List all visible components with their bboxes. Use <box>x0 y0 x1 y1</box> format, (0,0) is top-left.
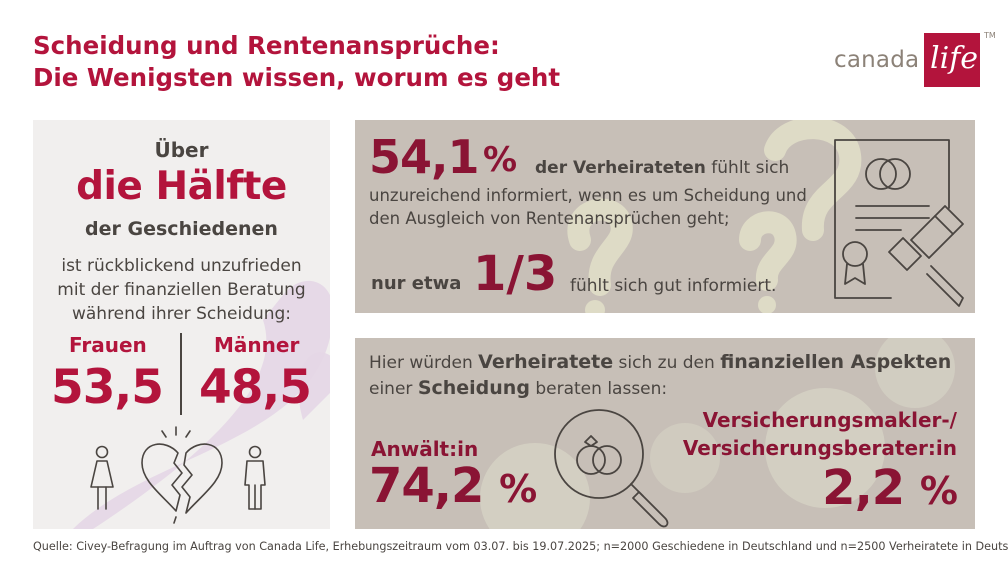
broker-value: 2,2 % <box>822 460 958 516</box>
informed-description: unzureichend informiert, wenn es um Sche… <box>369 184 807 230</box>
informed-line-1: unzureichend informiert, wenn es um Sche… <box>369 186 807 205</box>
lawyer-number: 74,2 <box>369 458 484 514</box>
broker-number: 2,2 <box>822 460 905 516</box>
men-value: 48,5 <box>199 360 312 415</box>
desc-line-1: ist rückblickend unzufrieden <box>61 256 302 276</box>
canada-life-logo: canada life TM <box>834 31 999 89</box>
intro-bold-1: Verheiratete <box>478 351 614 373</box>
broker-label-2: Versicherungsberater:in <box>682 436 957 460</box>
intro-line-2: einer Scheidung beraten lassen: <box>369 376 951 402</box>
informed-line-2: den Ausgleich von Rentenansprüchen geht; <box>369 209 730 228</box>
fraction-text: fühlt sich gut informiert. <box>570 276 777 296</box>
informed-panel: 54,1 % der Verheirateten fühlt sich unzu… <box>355 120 975 313</box>
men-label: Männer <box>214 333 300 357</box>
intro-text-4: beraten lassen: <box>529 379 668 399</box>
intro-text-1: Hier würden <box>369 353 479 373</box>
divorced-panel: Über die Hälfte der Geschiedenen ist rüc… <box>33 120 330 529</box>
logo-box <box>924 33 980 87</box>
desc-line-3: während ihrer Scheidung: <box>71 304 292 324</box>
desc-line-2: mit der finanziellen Beratung <box>57 280 306 300</box>
source-footnote: Quelle: Civey-Befragung im Auftrag von C… <box>33 540 1008 553</box>
circles-background <box>480 338 955 529</box>
women-label: Frauen <box>69 333 147 357</box>
fuehlt-sich-text: fühlt sich <box>705 158 790 178</box>
title-line-2: Die Wenigsten wissen, worum es geht <box>33 63 561 92</box>
intro-bold-2: finanziellen Aspekten <box>720 351 952 373</box>
informed-value: 54,1 <box>369 130 479 184</box>
heart-background-shape <box>73 280 330 529</box>
lawyer-value: 74,2 % <box>369 458 537 514</box>
lawyer-label: Anwält:in <box>371 437 479 461</box>
intro-line-1: Hier würden Verheiratete sich zu den fin… <box>369 350 951 376</box>
gender-divider <box>180 333 182 415</box>
fraction-value: 1/3 <box>473 246 558 302</box>
certificate-gavel-icon <box>834 139 964 307</box>
magnifier-rings-icon <box>554 409 669 528</box>
ueber-label: Über <box>154 138 209 162</box>
logo-life: life <box>930 41 979 76</box>
intro-text-3: einer <box>369 379 418 399</box>
informed-percent: % <box>483 140 518 180</box>
nur-etwa-label: nur etwa <box>371 273 462 294</box>
geschiedenen-label: der Geschiedenen <box>85 218 278 240</box>
woman-icon <box>90 445 114 510</box>
haelfte-headline: die Hälfte <box>76 164 287 209</box>
man-icon <box>244 445 266 510</box>
informed-headline: der Verheirateten fühlt sich <box>535 158 789 178</box>
broker-label: Versicherungsmakler-/ Versicherungsberat… <box>683 406 957 462</box>
logo-word: canada <box>834 47 920 73</box>
divorced-description: ist rückblickend unzufrieden mit der fin… <box>33 254 330 326</box>
page-title: Scheidung und Rentenansprüche: Die Wenig… <box>33 30 560 94</box>
women-value: 53,5 <box>51 360 164 415</box>
title-line-1: Scheidung und Rentenansprüche: <box>33 31 500 60</box>
logo-trademark: TM <box>984 31 996 40</box>
question-marks-background <box>567 120 862 313</box>
verheirateten-bold: der Verheirateten <box>535 158 706 178</box>
intro-bold-3: Scheidung <box>417 377 530 399</box>
advice-panel: Hier würden Verheiratete sich zu den fin… <box>355 338 975 529</box>
broker-label-1: Versicherungsmakler-/ <box>702 408 957 432</box>
intro-text-2: sich zu den <box>613 353 721 373</box>
broken-heart-icon <box>141 426 223 524</box>
advice-intro: Hier würden Verheiratete sich zu den fin… <box>369 350 951 402</box>
broker-percent: % <box>919 469 958 513</box>
lawyer-percent: % <box>499 467 537 511</box>
